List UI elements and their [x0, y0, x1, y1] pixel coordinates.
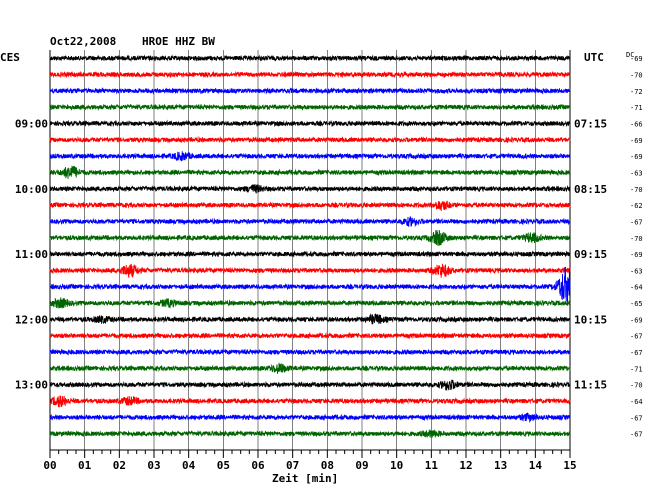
x-tick-label: 15: [563, 459, 576, 472]
dc-offset-value: -71: [630, 365, 643, 373]
trace-row: [49, 362, 571, 374]
trace-row: [49, 429, 571, 438]
x-tick-label: 03: [147, 459, 160, 472]
x-tick-label: 01: [78, 459, 92, 472]
dc-offset-value: -67: [630, 218, 643, 226]
dc-offset-value: -69: [630, 251, 643, 259]
utc-hour-label: 07:15: [574, 117, 607, 130]
trace-row: [49, 379, 571, 391]
dc-offset-value: -70: [630, 235, 643, 243]
dc-offset-header: DC: [626, 51, 634, 59]
x-axis-label: Zeit [min]: [272, 472, 338, 485]
dc-offset-value: -62: [630, 202, 643, 210]
trace-row: [49, 165, 571, 179]
trace-row: [49, 313, 571, 325]
trace-row: [49, 184, 571, 194]
utc-hour-label: 09:15: [574, 248, 607, 261]
trace-row: [49, 331, 571, 340]
utc-hour-label: 08:15: [574, 183, 607, 196]
utc-hour-label: 10:15: [574, 313, 607, 326]
dc-offset-value: -72: [630, 88, 643, 96]
trace-row: [49, 216, 571, 228]
x-axis-ticks: 00 01 02 03 04 05 06 07 08 09 10 11 12 13 14 15: [43, 450, 577, 472]
x-tick-label: 11: [425, 459, 439, 472]
trace-row: [49, 395, 571, 408]
station-channel: HROE HHZ BW: [142, 35, 215, 48]
trace-row: [49, 297, 571, 309]
x-tick-label: 02: [113, 459, 126, 472]
x-tick-label: 00: [43, 459, 56, 472]
trace-row: [49, 229, 571, 246]
dc-offset-value: -66: [630, 120, 643, 128]
trace-row: [49, 263, 571, 278]
left-timezone-label: CES: [0, 51, 20, 64]
dc-offset-value: -69: [630, 316, 643, 324]
trace-row: [49, 200, 571, 211]
dc-offset-value: -67: [630, 431, 643, 439]
x-tick-label: 07: [286, 459, 299, 472]
x-tick-label: 09: [355, 459, 368, 472]
dc-offset-value: -70: [630, 382, 643, 390]
dc-offset-value: -67: [630, 333, 643, 341]
x-tick-label: 08: [321, 459, 334, 472]
dc-offset-value: -69: [630, 153, 643, 161]
dc-offset-value: -69: [630, 55, 643, 63]
trace-row: [49, 266, 571, 306]
trace-row: [49, 103, 571, 111]
right-timezone-label: UTC: [584, 51, 604, 64]
dc-offset-value: -71: [630, 104, 643, 112]
local-hour-label: 11:00: [15, 248, 48, 261]
dc-offset-value: -63: [630, 267, 643, 275]
trace-row: [49, 412, 571, 424]
local-hour-label: 12:00: [15, 313, 48, 326]
trace-row: [49, 250, 571, 258]
trace-row: [49, 151, 571, 162]
x-tick-label: 05: [217, 459, 230, 472]
x-tick-label: 12: [459, 459, 472, 472]
minute-grid: [49, 50, 571, 451]
trace-row: [49, 86, 571, 95]
utc-hour-label: 11:15: [574, 379, 607, 392]
dc-offset-value: -67: [630, 349, 643, 357]
x-tick-label: 13: [494, 459, 507, 472]
dc-offset-value: -70: [630, 71, 643, 79]
x-tick-label: 14: [529, 459, 543, 472]
trace-row: [49, 54, 571, 63]
local-hour-label: 13:00: [15, 379, 48, 392]
local-hour-label: 10:00: [15, 183, 48, 196]
x-tick-label: 04: [182, 459, 196, 472]
dc-offset-value: -64: [630, 398, 643, 406]
trace-row: [49, 70, 571, 79]
dc-offset-value: -69: [630, 137, 643, 145]
x-tick-label: 10: [390, 459, 403, 472]
x-tick-label: 06: [251, 459, 265, 472]
recording-date: Oct22,2008: [50, 35, 116, 48]
dc-offset-value: -64: [630, 284, 643, 292]
dc-offset-value: -67: [630, 414, 643, 422]
dc-offset-value: -63: [630, 169, 643, 177]
trace-row: [49, 119, 571, 128]
dc-offset-value: -70: [630, 186, 643, 194]
local-hour-label: 09:00: [15, 117, 48, 130]
trace-group: [49, 54, 571, 438]
dc-offset-value: -65: [630, 300, 643, 308]
trace-row: [49, 348, 571, 356]
row-labels: 09:00 10:00 11:00 12:00 13:00 07:15 08:15 09:15…: [15, 55, 643, 439]
trace-row: [49, 135, 571, 144]
